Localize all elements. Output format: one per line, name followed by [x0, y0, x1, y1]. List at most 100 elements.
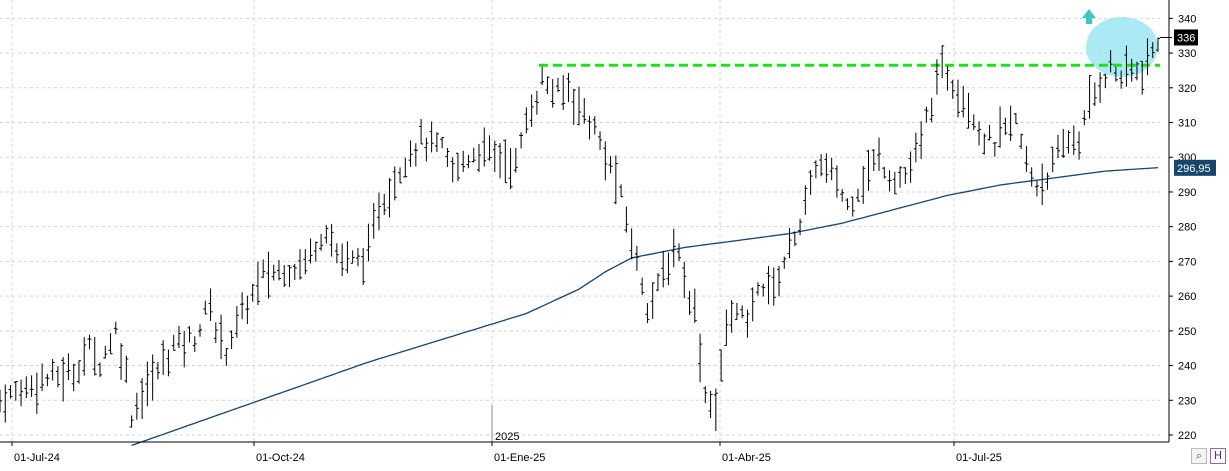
price-bar	[598, 131, 603, 150]
price-bar	[592, 116, 597, 135]
price-bar	[166, 349, 171, 377]
price-bar	[255, 261, 260, 306]
price-bar	[361, 247, 366, 285]
price-bar	[155, 362, 160, 380]
price-bar	[398, 167, 403, 184]
floppy-disk-icon[interactable]: H	[1210, 448, 1226, 464]
price-bar	[619, 184, 624, 198]
price-bar	[219, 314, 224, 360]
price-bar	[19, 379, 24, 407]
price-bar	[319, 233, 324, 251]
price-bar	[692, 288, 697, 323]
price-bar	[92, 336, 97, 376]
price-bar	[698, 333, 703, 383]
price-bar	[1066, 130, 1071, 154]
price-bar	[982, 133, 987, 155]
price-bar	[503, 139, 508, 184]
price-bar	[240, 292, 245, 320]
y-tick-label: 310	[1178, 118, 1196, 130]
price-bar	[182, 330, 187, 368]
price-bar	[513, 147, 518, 173]
price-bar	[645, 303, 650, 324]
price-bar	[487, 135, 492, 161]
price-bar	[661, 250, 666, 288]
y-tick-label: 270	[1178, 256, 1196, 268]
y-tick-label: 340	[1178, 13, 1196, 25]
last-price-box	[1174, 29, 1198, 46]
price-bar	[887, 170, 892, 192]
price-bar	[482, 127, 487, 167]
price-bar	[276, 260, 281, 281]
price-bar	[345, 241, 350, 274]
price-bar	[829, 157, 834, 181]
price-bar	[603, 141, 608, 181]
price-bar	[787, 227, 792, 259]
price-bar	[1156, 37, 1160, 52]
price-bar	[124, 355, 129, 383]
price-bar	[303, 249, 308, 275]
price-bar	[713, 388, 718, 432]
price-bar	[1077, 131, 1082, 160]
price-bar	[940, 45, 945, 79]
price-bar	[955, 79, 960, 118]
price-bar	[871, 149, 876, 171]
price-bar	[176, 325, 181, 349]
price-bar	[740, 305, 745, 319]
price-bar	[855, 188, 860, 202]
price-bar	[450, 157, 455, 183]
y-tick-label: 330	[1178, 48, 1196, 60]
price-bar	[82, 336, 87, 376]
price-bar	[45, 373, 50, 387]
price-bar	[755, 282, 760, 296]
price-bar	[192, 336, 197, 352]
price-bar	[666, 252, 671, 286]
price-bar	[1019, 133, 1024, 150]
price-bar	[903, 167, 908, 185]
price-bar	[129, 415, 134, 428]
y-tick-label: 280	[1178, 222, 1196, 234]
price-bar	[8, 385, 13, 399]
y-tick-label: 320	[1178, 83, 1196, 95]
price-bar	[977, 121, 982, 146]
price-bar	[434, 132, 439, 153]
price-bar	[24, 376, 29, 399]
price-bar	[140, 378, 145, 420]
moving-average-layer	[131, 167, 1159, 447]
price-bar	[229, 330, 234, 350]
magnifier-icon[interactable]: ⌕	[1191, 448, 1207, 464]
price-bar	[750, 287, 755, 322]
price-bar	[476, 143, 481, 172]
price-bar	[213, 322, 218, 344]
price-bar	[1050, 146, 1055, 173]
price-bar	[782, 256, 787, 269]
price-bar	[745, 309, 750, 338]
price-bar	[1119, 70, 1124, 89]
price-bar	[1029, 167, 1034, 187]
price-bar	[98, 362, 103, 378]
last-price-label: 336	[1177, 32, 1195, 44]
x-tick-label: 01-Abr-25	[722, 452, 771, 464]
price-bar	[471, 147, 476, 163]
price-bar	[766, 265, 771, 305]
x-tick-label: 01-Oct-24	[256, 452, 305, 464]
price-bar	[682, 261, 687, 299]
y-tick-label: 230	[1178, 395, 1196, 407]
price-bar	[329, 223, 334, 257]
price-bar	[403, 157, 408, 178]
price-bar	[134, 392, 139, 420]
moving-average-label: 296,95	[1177, 163, 1211, 175]
price-bar	[1061, 128, 1066, 158]
price-bar	[803, 185, 808, 215]
price-bar	[840, 189, 845, 202]
price-bar	[529, 94, 534, 127]
price-bar	[719, 349, 724, 382]
price-bar	[819, 154, 824, 177]
moving-average-box	[1174, 159, 1216, 176]
price-bar	[934, 59, 939, 95]
price-bar	[834, 165, 839, 198]
price-bar	[413, 143, 418, 167]
price-bar	[608, 156, 613, 174]
price-bar	[677, 243, 682, 261]
price-bar	[519, 132, 524, 149]
price-bar	[1092, 82, 1097, 106]
